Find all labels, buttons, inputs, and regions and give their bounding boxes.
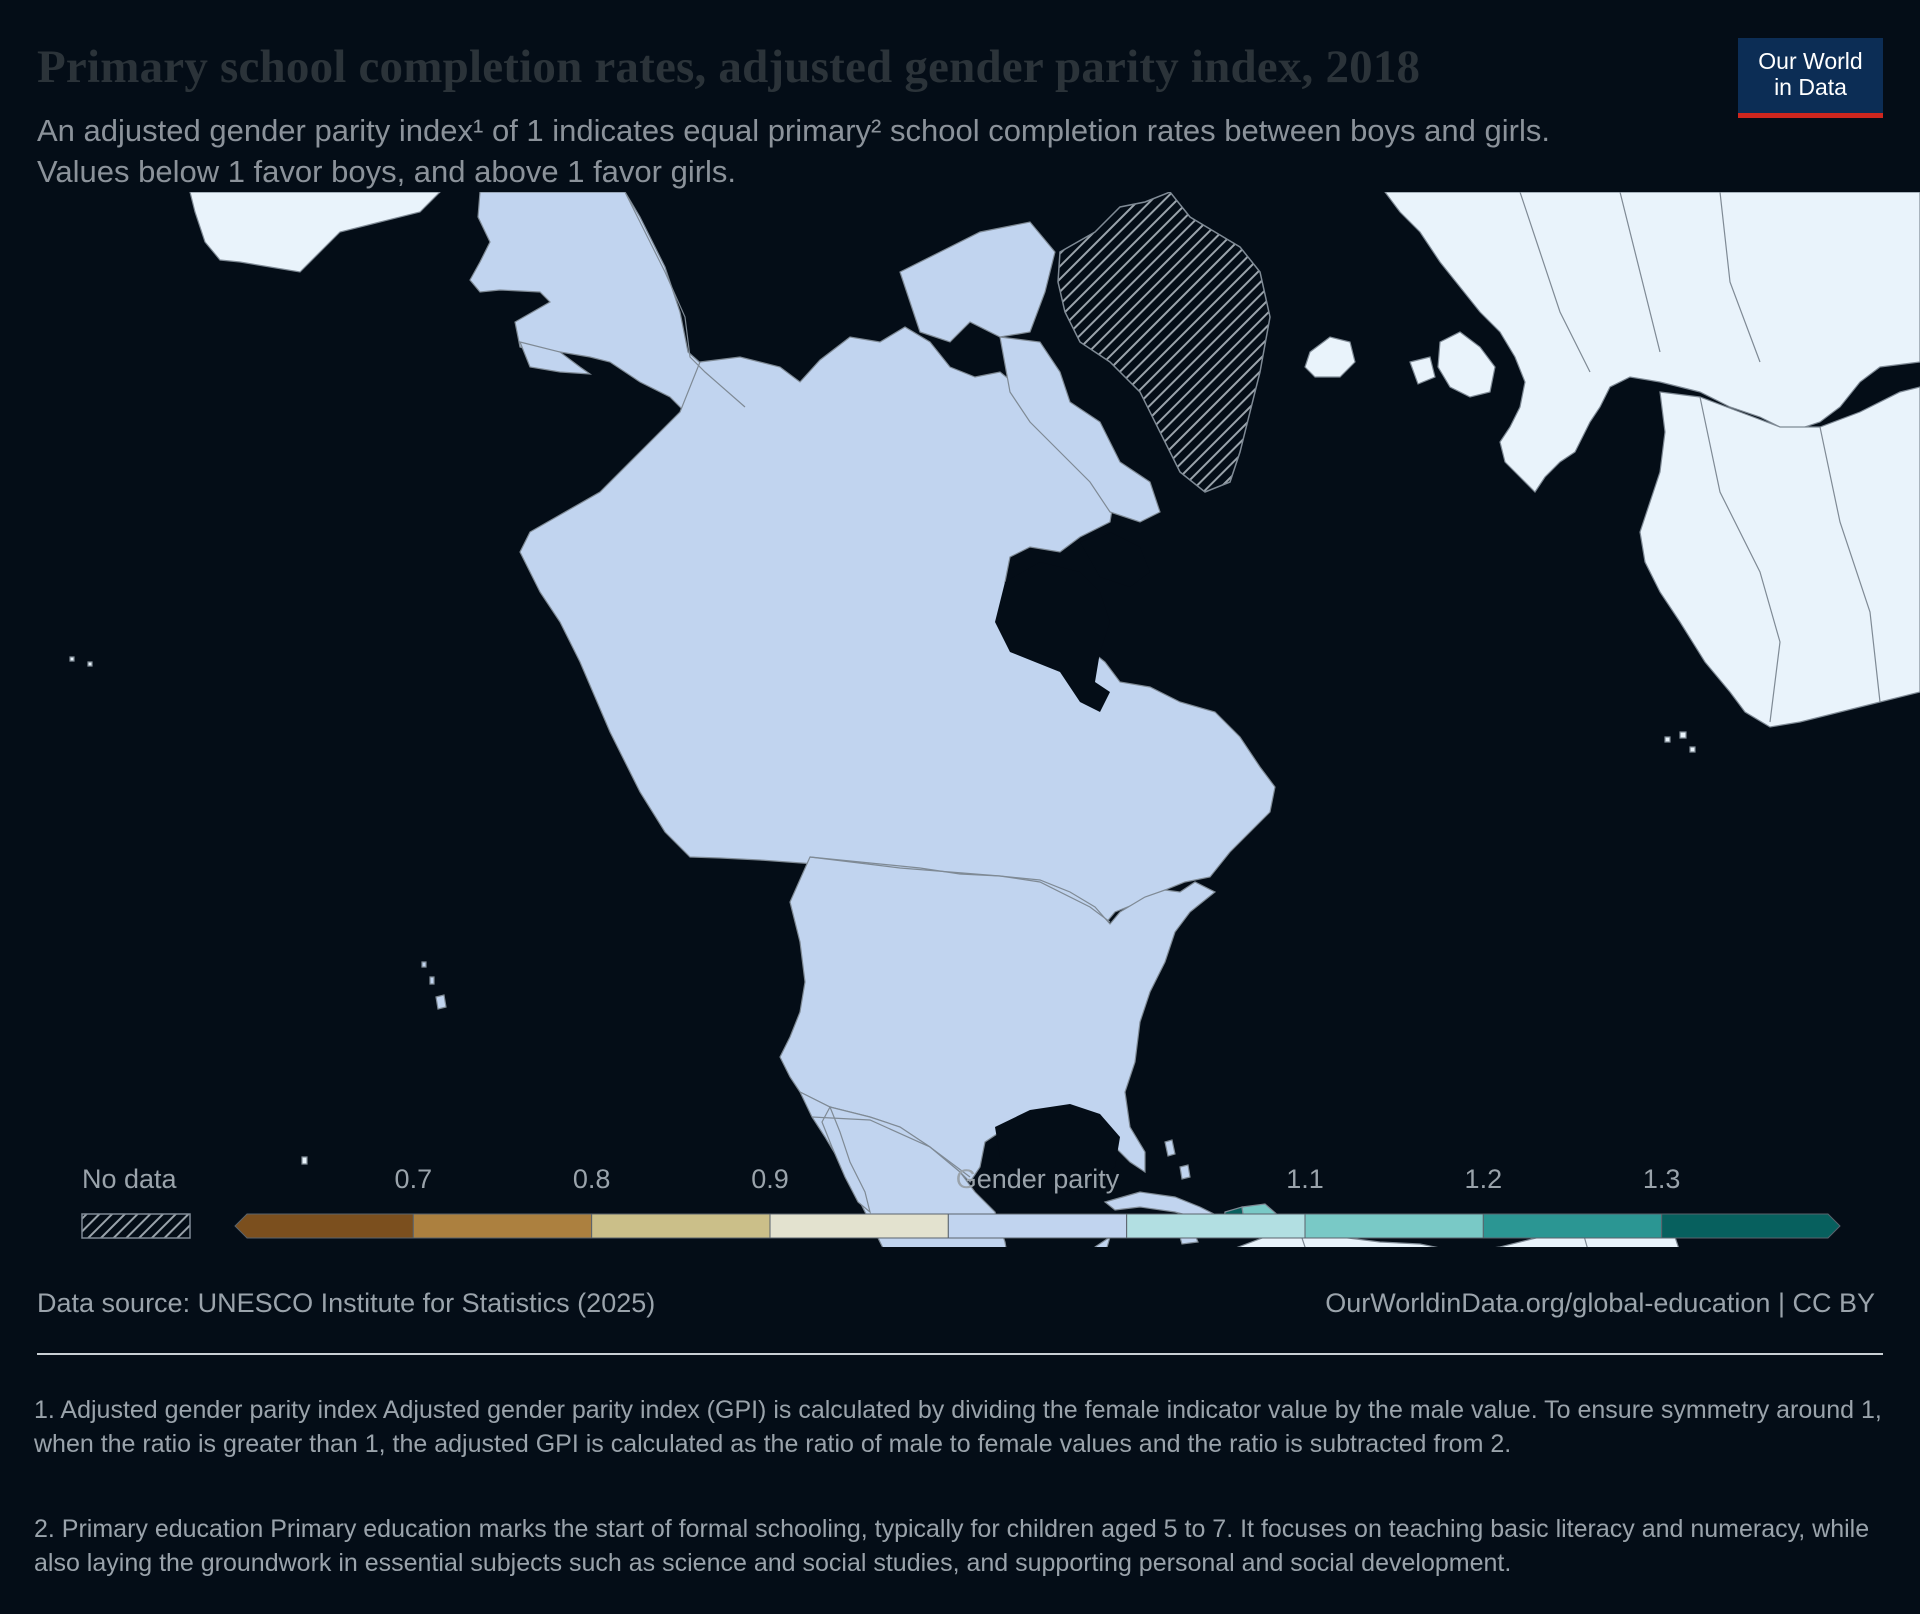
map-region-europe[interactable] (1384, 192, 1920, 493)
footer-divider (37, 1353, 1883, 1355)
chart-title: Primary school completion rates, adjuste… (37, 41, 1421, 93)
map-region-british-isles[interactable] (1409, 331, 1496, 398)
legend-bin-4[interactable] (769, 1213, 949, 1239)
legend-tick-labels: 0.7 0.8 0.9 Gender parity 1.1 1.2 1.3 (395, 1164, 1681, 1194)
legend-bin-9[interactable] (1661, 1213, 1841, 1239)
legend-no-data-label: No data (82, 1164, 178, 1194)
legend-bin-5[interactable] (947, 1213, 1128, 1239)
map-region-greenland[interactable] (1057, 192, 1271, 493)
legend-tick-label: Gender parity (956, 1164, 1120, 1194)
legend-tick-label: 1.1 (1286, 1164, 1324, 1194)
map-water-hudson-strait (1080, 532, 1150, 587)
legend-bin-6[interactable] (1126, 1213, 1306, 1239)
footnote-2: 2. Primary education Primary education m… (34, 1515, 1870, 1577)
legend-tick-label: 1.2 (1465, 1164, 1503, 1194)
legend-tick-label: 0.7 (395, 1164, 433, 1194)
map-water-hudson-bay (995, 562, 1110, 712)
map-legend: No data 0.7 0.8 0.9 Gender parity 1.1 1.2 1.3 (81, 1164, 1841, 1239)
footnote-1: 1. Adjusted gender parity index Adjusted… (34, 1396, 1882, 1458)
chart-subtitle: An adjusted gender parity index¹ of 1 in… (37, 110, 1737, 192)
map-region-cape-verde[interactable] (1664, 731, 1696, 753)
map-region-baja-california[interactable] (821, 1105, 872, 1214)
data-source: Data source: UNESCO Institute for Statis… (37, 1288, 656, 1318)
legend-bin-1[interactable] (234, 1213, 414, 1239)
legend-tick-label: 1.3 (1643, 1164, 1681, 1194)
logo-line-1: Our World (1758, 48, 1863, 74)
map-region-hawaii[interactable] (421, 961, 447, 1010)
map-borders (624, 192, 1881, 1247)
legend-bin-2[interactable] (412, 1213, 593, 1239)
map-region-iceland[interactable] (1304, 336, 1356, 378)
legend-color-scale (234, 1213, 1841, 1239)
legend-bin-8[interactable] (1482, 1213, 1663, 1239)
map-water-gulf-of-mexico (995, 1104, 1120, 1192)
map-region-bahamas[interactable] (1164, 1139, 1191, 1180)
logo-line-2: in Data (1774, 74, 1847, 100)
legend-tick-label: 0.9 (751, 1164, 789, 1194)
legend-bin-3[interactable] (591, 1213, 771, 1239)
map-region-arctic-islands[interactable] (899, 221, 1161, 523)
owid-logo[interactable]: Our World in Data (1738, 38, 1883, 118)
choropleth-map[interactable]: No data 0.7 0.8 0.9 Gender parity 1.1 1.2 1.3 (0, 192, 1920, 1247)
source-link[interactable]: OurWorldinData.org/global-education | CC… (1325, 1288, 1875, 1318)
legend-bin-7[interactable] (1304, 1213, 1484, 1239)
subtitle-line-1: An adjusted gender parity index¹ of 1 in… (37, 113, 1550, 148)
subtitle-line-2: Values below 1 favor boys, and above 1 f… (37, 154, 737, 189)
map-region-chukotka[interactable] (189, 192, 441, 273)
legend-tick-label: 0.8 (573, 1164, 611, 1194)
map-region-pacific-islet[interactable] (69, 656, 308, 1165)
map-region-africa[interactable] (1639, 386, 1920, 728)
map-region-south-america[interactable] (1215, 1216, 1730, 1247)
legend-no-data-swatch (81, 1213, 191, 1239)
